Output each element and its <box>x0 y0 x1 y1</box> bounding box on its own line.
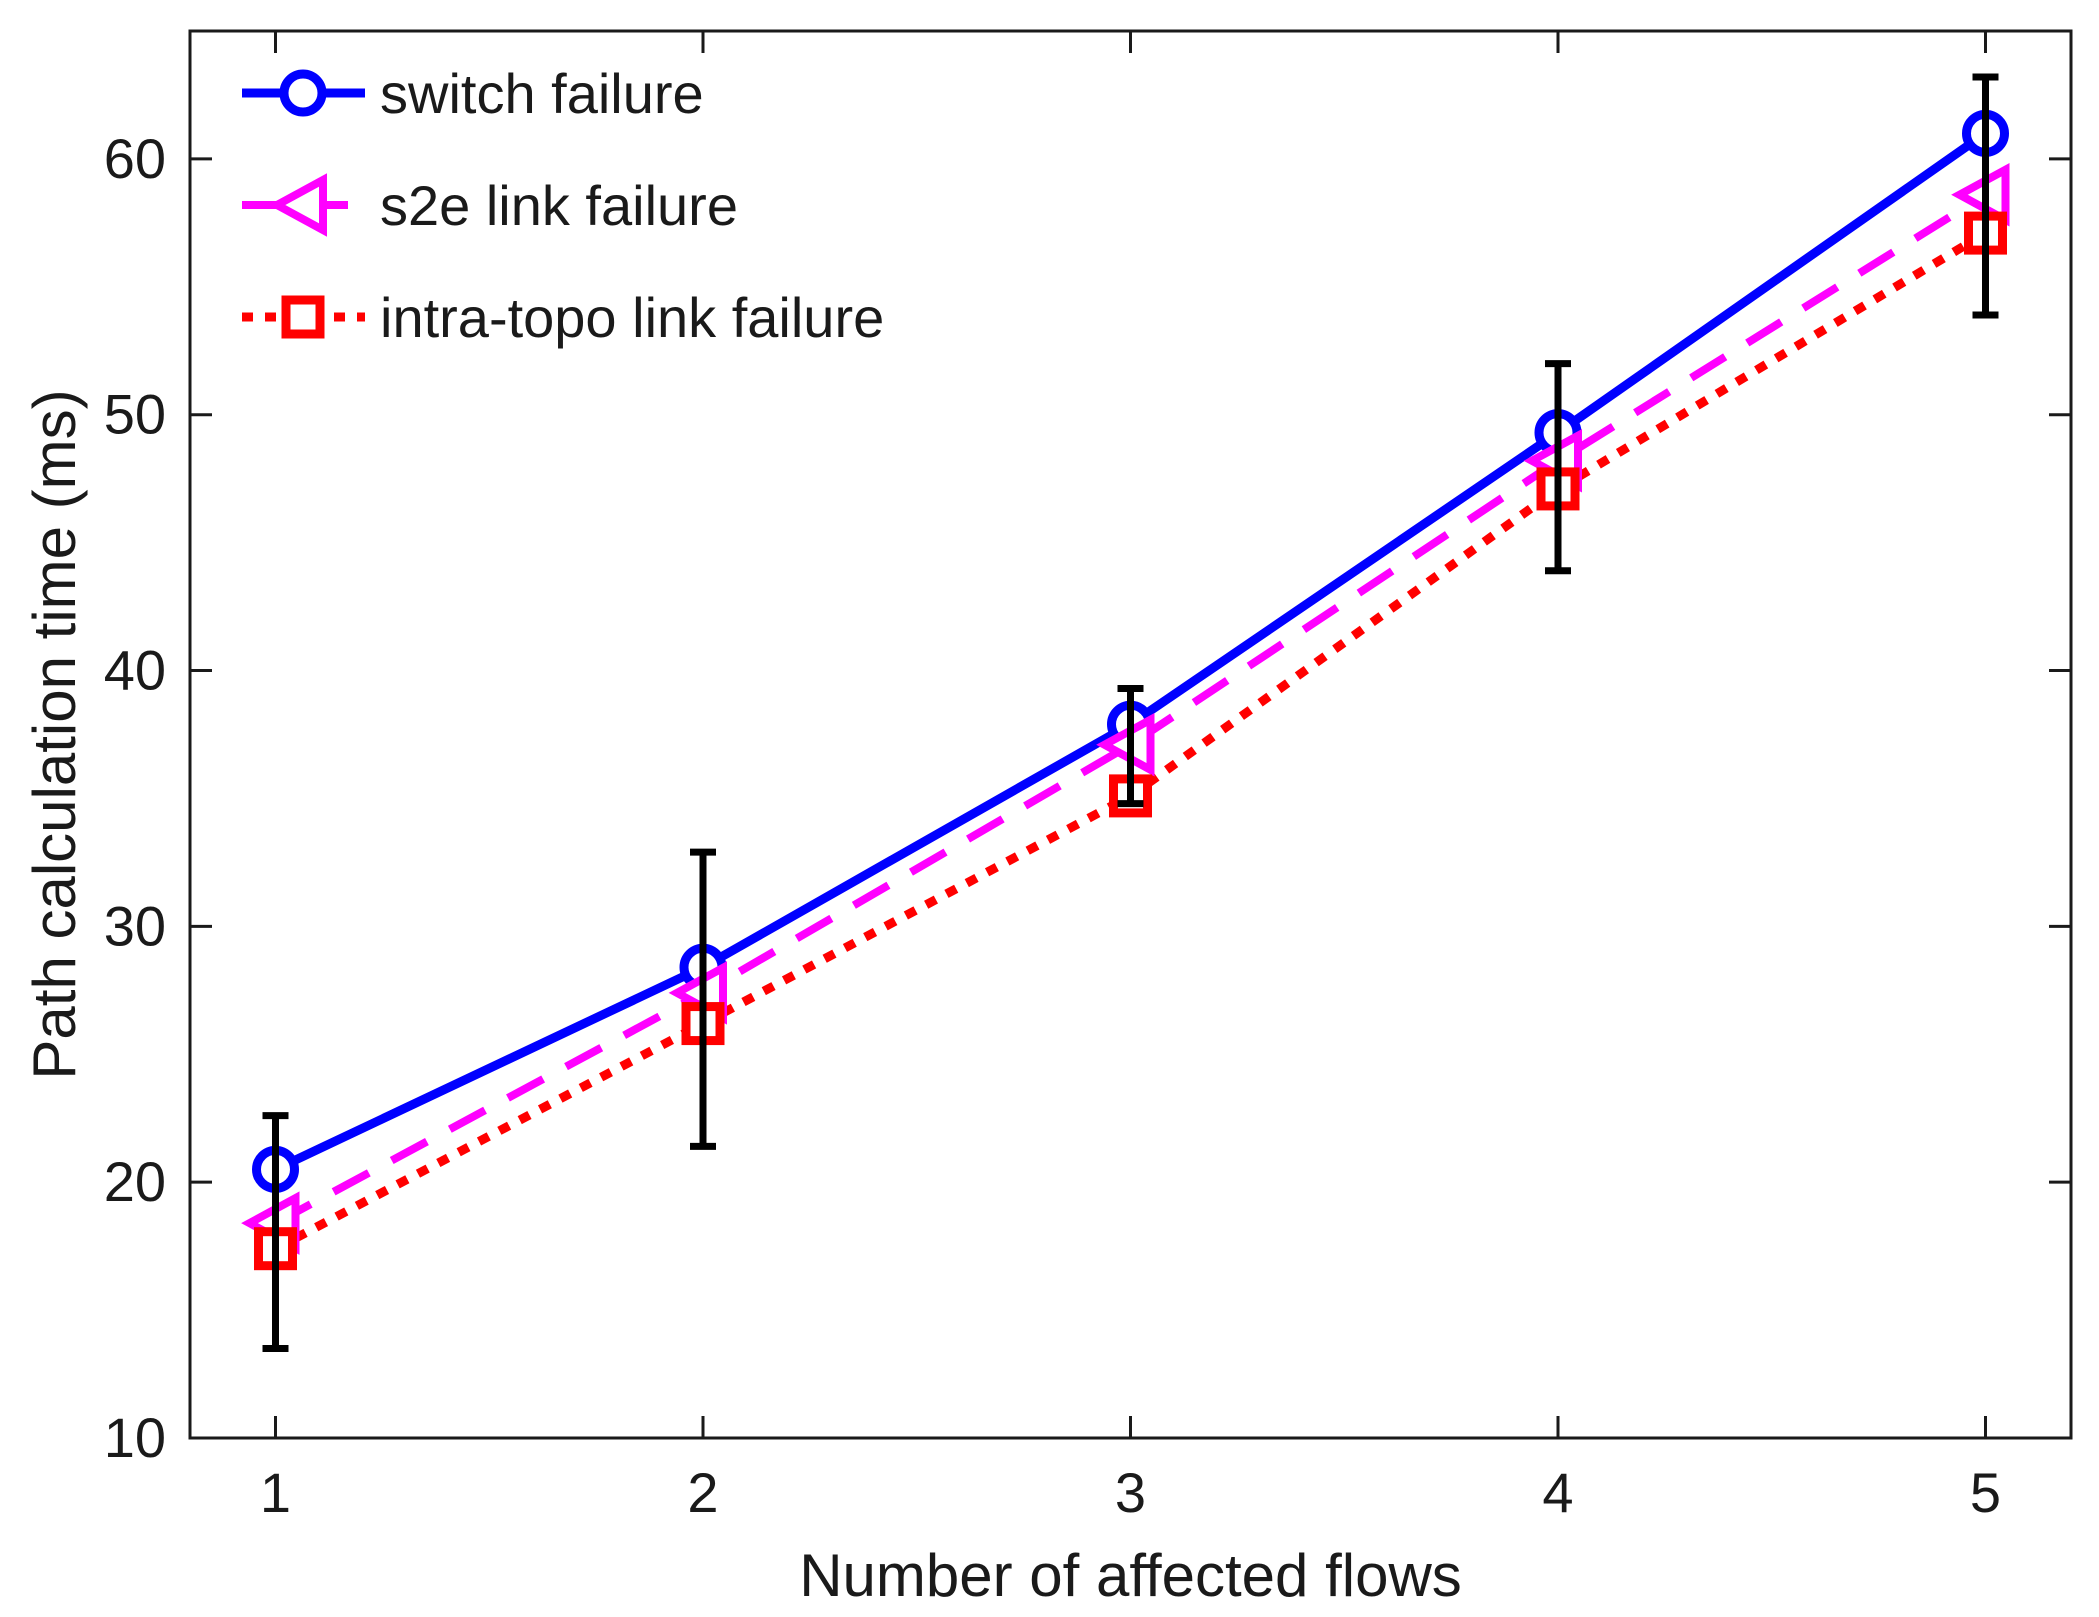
legend-item-2: intra-topo link failure <box>242 286 884 349</box>
y-tick-label: 40 <box>104 639 166 702</box>
legend-circle-icon <box>279 69 327 117</box>
legend-item-0: switch failure <box>242 62 704 125</box>
x-tick-label: 2 <box>687 1461 718 1524</box>
legend-triangle-left-icon <box>268 173 327 237</box>
y-tick-label: 60 <box>104 127 166 190</box>
x-tick-label: 4 <box>1542 1461 1573 1524</box>
x-tick-label: 1 <box>260 1461 291 1524</box>
x-axis-label: Number of affected flows <box>799 1542 1462 1609</box>
legend: switch failure s2e link failure intra-topo… <box>242 62 884 349</box>
y-tick-label: 30 <box>104 894 166 957</box>
y-tick-label: 20 <box>104 1150 166 1213</box>
y-axis-label: Path calculation time (ms) <box>21 389 88 1079</box>
tick-labels: 1 2 3 4 5 10 20 30 40 50 60 <box>104 127 2001 1524</box>
y-tick-label: 10 <box>104 1406 166 1469</box>
x-tick-label: 3 <box>1115 1461 1146 1524</box>
legend-square-icon <box>281 295 325 339</box>
legend-item-label: s2e link failure <box>380 174 738 237</box>
series-line-1 <box>273 191 1988 1227</box>
x-tick-label: 5 <box>1970 1461 2001 1524</box>
legend-item-label: switch failure <box>380 62 704 125</box>
legend-item-1: s2e link failure <box>242 173 738 237</box>
axis-ticks <box>190 31 2071 1440</box>
error-bars <box>262 73 1999 1352</box>
y-tick-label: 50 <box>104 383 166 446</box>
legend-item-label: intra-topo link failure <box>380 286 884 349</box>
